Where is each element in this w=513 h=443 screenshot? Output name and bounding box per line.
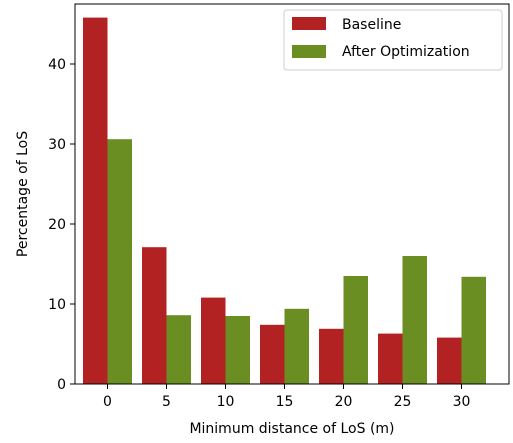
bar-baseline-0 [83,17,108,384]
bar-baseline-5 [142,247,167,384]
bar-after-optimization-0 [107,139,132,384]
x-tick-label: 10 [217,394,235,410]
legend-box [283,9,503,71]
bar-baseline-10 [201,297,226,384]
bar-after-optimization-30 [461,276,486,384]
bar-baseline-15 [260,324,285,384]
x-tick-label: 0 [103,394,112,410]
bar-after-optimization-5 [166,315,191,384]
legend-label-after-optimization: After Optimization [342,44,470,60]
x-axis: 0 5 10 15 20 25 30 [103,384,470,410]
y-axis-label: Percentage of LoS [15,131,31,257]
x-tick-label: 30 [453,394,471,410]
bar-baseline-25 [378,333,403,384]
x-tick-label: 20 [335,394,353,410]
bar-baseline-30 [437,337,462,384]
legend: Baseline After Optimization [283,9,503,71]
y-tick-label: 20 [48,217,66,233]
y-axis: 0 10 20 30 40 [48,57,75,393]
x-tick-label: 25 [394,394,412,410]
y-tick-label: 10 [48,297,66,313]
bar-after-optimization-15 [284,308,309,384]
x-tick-label: 15 [276,394,294,410]
legend-swatch-baseline [292,17,326,30]
y-tick-label: 30 [48,137,66,153]
plot-frame [74,3,510,385]
bar-baseline-20 [319,328,344,384]
y-tick-label: 0 [57,377,66,393]
bars-group [83,17,486,384]
x-axis-label: Minimum distance of LoS (m) [189,421,394,437]
bar-after-optimization-25 [402,256,427,384]
legend-label-baseline: Baseline [342,17,401,33]
bar-after-optimization-20 [343,276,368,384]
x-tick-label: 5 [162,394,171,410]
legend-swatch-after-optimization [292,45,326,58]
bar-after-optimization-10 [225,316,250,384]
y-tick-label: 40 [48,57,66,73]
